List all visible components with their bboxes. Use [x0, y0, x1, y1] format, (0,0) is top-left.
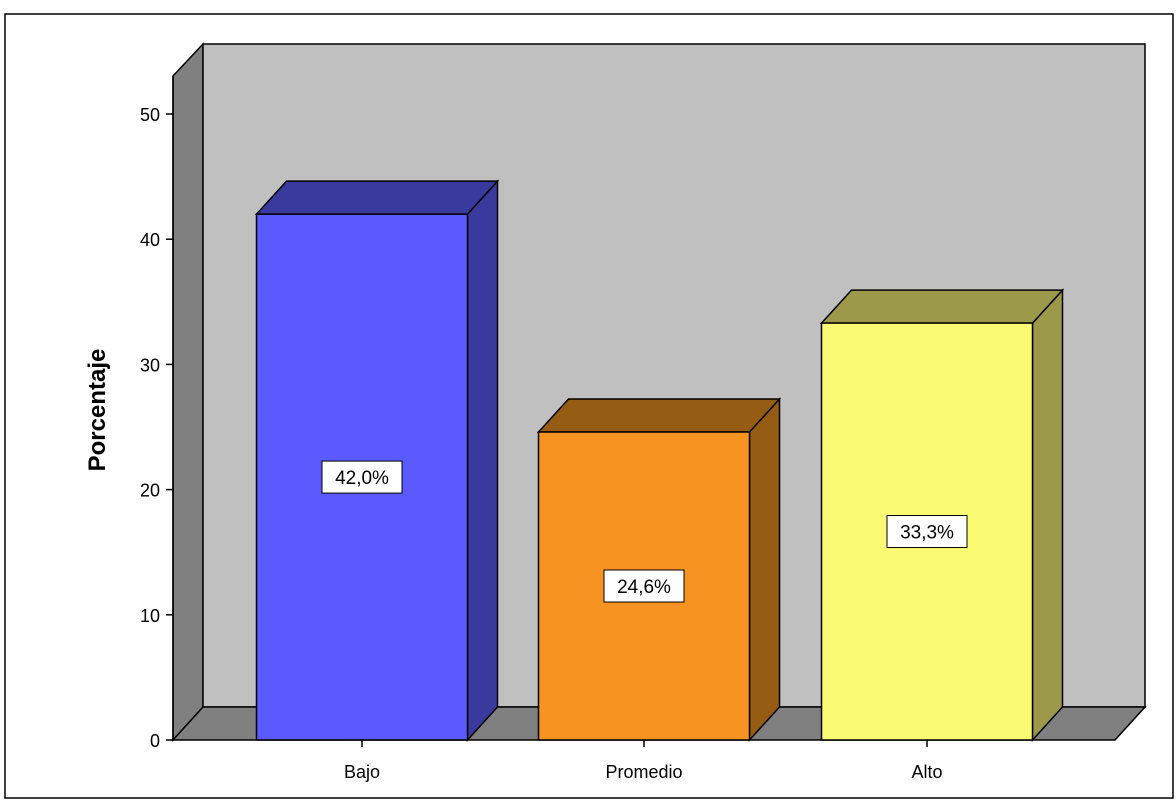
x-tick-label: Promedio — [605, 762, 682, 782]
y-axis-label: Porcentaje — [84, 349, 111, 472]
y-axis: 0 10 20 30 40 50 — [140, 76, 174, 751]
data-label: 33,3% — [886, 515, 968, 549]
y-tick-label: 10 — [140, 606, 160, 626]
data-label-text: 33,3% — [900, 523, 954, 544]
x-tick-label: Bajo — [344, 762, 380, 782]
bar-top — [536, 398, 782, 433]
data-label: 24,6% — [603, 569, 685, 603]
data-label-box — [321, 460, 403, 494]
data-label: 42,0% — [321, 460, 403, 494]
y-tick-label: 50 — [140, 105, 160, 125]
bar-top — [819, 289, 1065, 324]
y-tick-label: 30 — [140, 355, 160, 375]
bar-top — [254, 180, 500, 215]
y-tick-label: 0 — [150, 731, 160, 751]
bar-side — [466, 179, 499, 742]
data-label-box — [603, 569, 685, 603]
data-labels: 42,0% 24,6% 33,3% — [321, 460, 968, 603]
y-tick-label: 20 — [140, 481, 160, 501]
data-label-text: 42,0% — [335, 468, 389, 489]
data-label-text: 24,6% — [617, 577, 671, 598]
x-axis: Bajo Promedio Alto — [344, 740, 943, 782]
bar-side — [748, 397, 781, 742]
x-tick-label: Alto — [911, 762, 942, 782]
bar-side — [1031, 288, 1064, 742]
y-tick-label: 40 — [140, 230, 160, 250]
left-wall — [172, 42, 204, 742]
data-label-box — [886, 515, 968, 549]
